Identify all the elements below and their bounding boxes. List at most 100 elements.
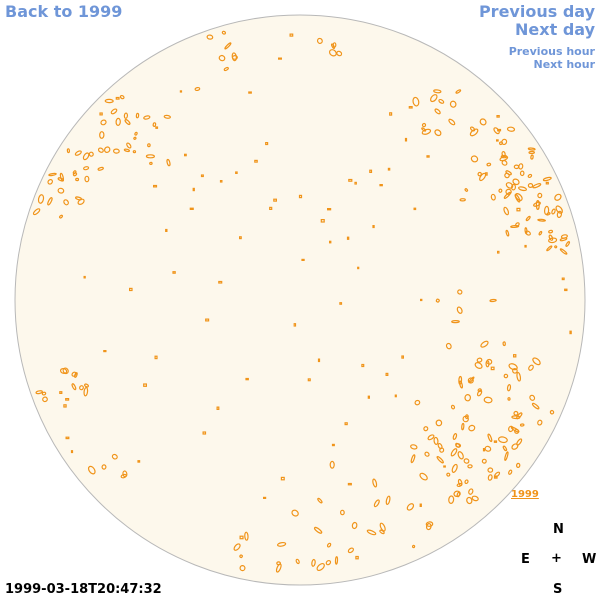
contour-speck [426, 155, 430, 158]
contour-blob [316, 37, 323, 44]
contour-blob [516, 412, 523, 420]
contour-blob [548, 229, 554, 234]
contour-blob [527, 147, 536, 151]
contour-speck [320, 219, 325, 223]
contour-blob [103, 146, 111, 154]
year-link[interactable]: 1999 [511, 489, 539, 500]
contour-blob [503, 373, 509, 379]
contour-blob [501, 138, 508, 146]
contour-speck [103, 350, 107, 353]
compass-west-label: W [582, 552, 597, 567]
contour-blob [490, 193, 496, 201]
contour-blob [42, 396, 48, 403]
contour-blob [554, 245, 558, 249]
contour-blob [88, 151, 94, 157]
contour-blob [508, 363, 518, 371]
contour-blob [451, 319, 460, 324]
contour-speck [289, 33, 294, 37]
contour-blob [72, 172, 78, 177]
contour-speck [516, 207, 521, 212]
contour-blob [456, 306, 463, 314]
contour-blob [41, 391, 47, 396]
contour-blob [510, 224, 520, 229]
contour-speck [331, 443, 335, 447]
contour-blob [515, 222, 520, 227]
contour-blob [83, 386, 89, 397]
contour-blob [411, 544, 416, 549]
contour-blob [519, 170, 525, 177]
contour-blob [437, 442, 443, 450]
contour-blob [276, 541, 287, 547]
contour-blob [133, 136, 137, 140]
contour-speck [172, 271, 176, 274]
contour-speck [361, 363, 365, 368]
previous-hour-link[interactable]: Previous hour [508, 45, 595, 58]
contour-blob [291, 509, 299, 517]
next-hour-link[interactable]: Next hour [533, 58, 596, 71]
contour-speck [497, 128, 502, 132]
contour-speck [443, 465, 446, 468]
contour-blob [464, 188, 469, 192]
previous-day-link[interactable]: Previous day [478, 2, 595, 21]
contour-speck [137, 460, 141, 463]
contour-blob [62, 367, 69, 375]
contour-blob [481, 458, 487, 464]
contour-blob [275, 563, 282, 573]
contour-blob [83, 166, 90, 171]
contour-speck [189, 207, 194, 210]
contour-speck [329, 240, 332, 244]
contour-blob [487, 467, 494, 473]
contour-blob [115, 117, 121, 126]
contour-blob [505, 170, 512, 176]
contour-speck [245, 377, 249, 381]
contour-blob [97, 147, 104, 153]
contour-blob [555, 205, 563, 214]
contour-blob [459, 380, 463, 389]
contour-speck [569, 330, 572, 335]
compass-south-label: S [553, 582, 563, 597]
contour-blob [532, 357, 541, 366]
contour-blob [410, 454, 416, 464]
contour-blob [559, 248, 568, 255]
contour-blob [532, 183, 542, 189]
contour-blob [548, 237, 558, 244]
contour-speck [561, 277, 565, 281]
contour-blob [57, 177, 65, 182]
contour-blob [514, 193, 523, 201]
contour-blob [469, 128, 479, 137]
contour-blob [515, 462, 521, 468]
contour-speck [404, 137, 408, 142]
contour-speck [273, 198, 277, 202]
contour-blob [295, 558, 300, 565]
contour-blob [529, 394, 536, 401]
contour-blob [484, 445, 492, 452]
contour-blob [366, 529, 377, 536]
back-to-year-link[interactable]: Back to 1999 [5, 2, 123, 21]
contour-speck [65, 436, 70, 440]
contour-blob [351, 521, 358, 530]
contour-blob [59, 214, 63, 219]
contour-speck [155, 126, 159, 129]
contour-blob [487, 474, 493, 481]
contour-blob [505, 229, 510, 237]
contour-blob [504, 451, 509, 461]
contour-speck [401, 355, 404, 359]
contour-speck [280, 476, 285, 481]
contour-speck [379, 184, 383, 187]
contour-speck [490, 366, 495, 371]
next-day-link[interactable]: Next day [515, 20, 595, 39]
contour-blob [457, 289, 463, 295]
contour-blob [506, 126, 516, 132]
contour-blob [436, 456, 444, 464]
contour-blob [379, 522, 386, 532]
contour-blob [498, 188, 503, 193]
contour-blob [435, 419, 443, 427]
contour-speck [153, 184, 158, 188]
contour-blob [462, 415, 469, 423]
contour-blob [231, 52, 237, 62]
contour-speck [179, 90, 183, 93]
contour-blob [502, 445, 508, 452]
contour-blob [455, 89, 462, 94]
contour-blob [556, 210, 563, 219]
observation-timestamp: 1999-03-18T20:47:32 [5, 582, 162, 597]
